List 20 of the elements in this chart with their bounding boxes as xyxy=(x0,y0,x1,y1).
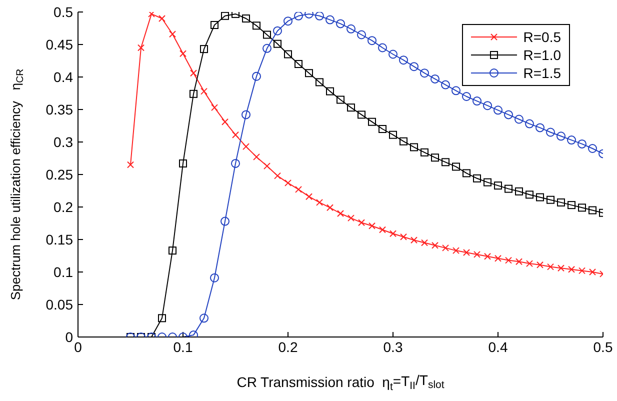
x-tick-label: 0.3 xyxy=(383,338,403,355)
x-tick-label: 0.2 xyxy=(278,338,298,355)
x-tick-label: 0.5 xyxy=(593,338,613,355)
x-tick-label: 0.4 xyxy=(488,338,508,355)
y-tick-label: 0.1 xyxy=(54,264,74,280)
legend-label: R=1.5 xyxy=(523,65,561,81)
x-axis-title: CR Transmission ratio η$_{t}$=T$_{II}$/T$_{slot}$ xyxy=(236,372,444,394)
y-tick-label: 0.2 xyxy=(54,198,74,215)
legend-label: R=0.5 xyxy=(523,29,561,45)
y-tick-label: 0 xyxy=(65,328,74,345)
y-tick-label: 0.45 xyxy=(46,36,74,52)
y-tick-label: 0.3 xyxy=(54,134,74,150)
y-tick-label: 0.4 xyxy=(54,68,74,85)
y-tick-label: 0.15 xyxy=(46,231,74,248)
y-tick-label: 0.5 xyxy=(54,4,74,20)
x-tick-label: 0.1 xyxy=(173,338,193,355)
legend-label: R=1.0 xyxy=(523,47,561,63)
y-tick-label: 0.25 xyxy=(46,166,74,182)
y-tick-label: 0.35 xyxy=(46,101,74,118)
y-tick-label: 0.05 xyxy=(46,296,74,312)
